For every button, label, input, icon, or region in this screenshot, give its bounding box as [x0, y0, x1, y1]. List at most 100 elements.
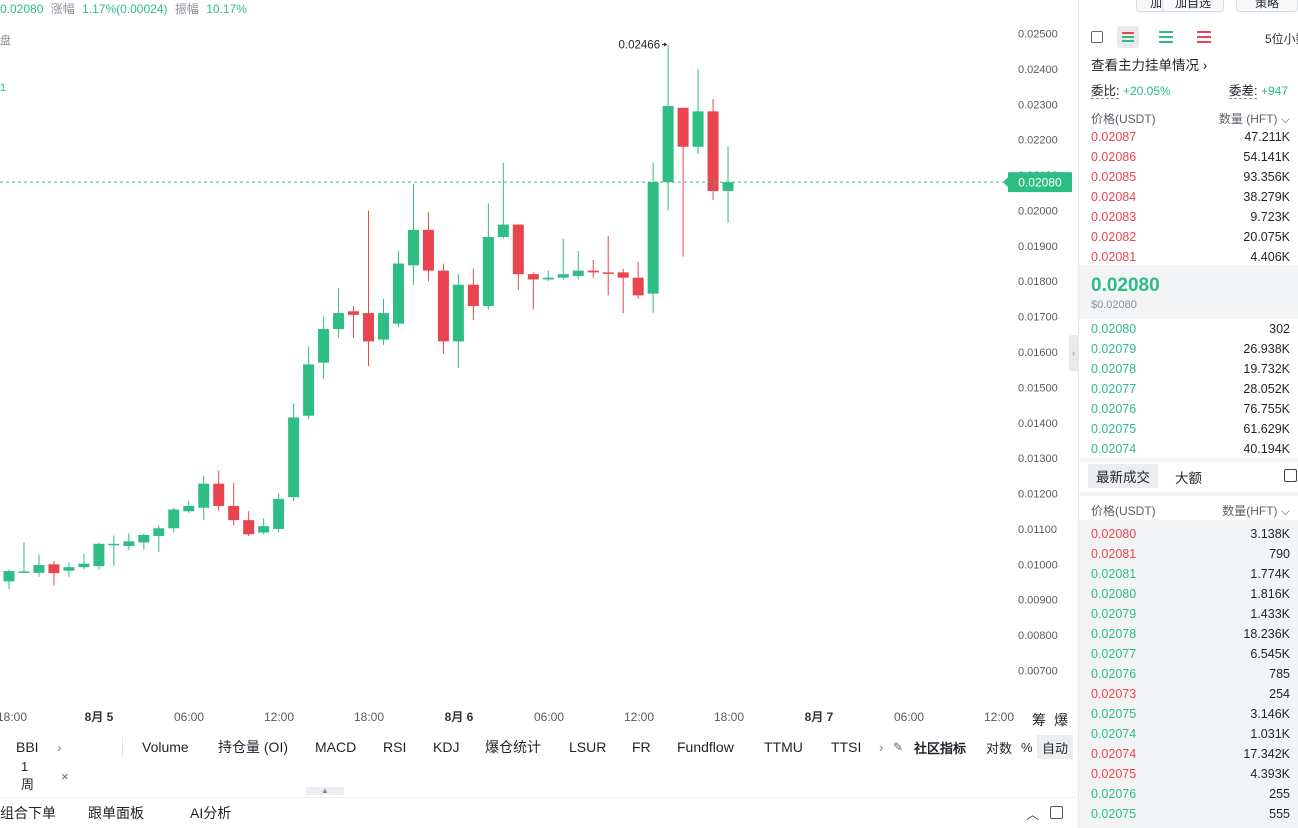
orderbook-view-both-icon[interactable]	[1091, 31, 1103, 43]
amount-column-header[interactable]: 数量 (HFT) ⌵	[1218, 111, 1290, 126]
indicator-macd[interactable]: MACD	[315, 739, 357, 755]
candle-body[interactable]	[288, 417, 300, 498]
orderbook-view-bids-icon[interactable]	[1159, 30, 1173, 44]
bid-row[interactable]: 0.02075 61.629K	[1091, 419, 1290, 439]
candle-body[interactable]	[587, 270, 599, 273]
candle-body[interactable]	[422, 229, 434, 271]
trade-row[interactable]: 0.02075 555	[1091, 804, 1290, 824]
candle-body[interactable]	[707, 111, 719, 191]
community-indicators[interactable]: 社区指标	[914, 740, 967, 756]
candle-body[interactable]	[542, 277, 554, 280]
bid-row[interactable]: 0.02078 19.732K	[1091, 359, 1290, 379]
trade-row[interactable]: 0.02080 1.816K	[1091, 584, 1290, 604]
candle-body[interactable]	[437, 270, 449, 342]
candle-body[interactable]	[452, 284, 464, 342]
candle-body[interactable]	[63, 567, 75, 571]
ask-row[interactable]: 0.02081 4.406K	[1091, 247, 1290, 267]
trade-row[interactable]: 0.02078 18.236K	[1091, 624, 1290, 644]
candle-body[interactable]	[527, 274, 539, 280]
candle-body[interactable]	[108, 543, 120, 546]
candle-body[interactable]	[572, 270, 584, 276]
candlestick-chart[interactable]: 0.025000.024000.023000.022000.021000.020…	[0, 14, 1075, 734]
orderbook-view-asks-icon[interactable]	[1197, 30, 1211, 44]
candle-body[interactable]	[273, 498, 285, 529]
percent-scale-toggle[interactable]: %	[1021, 739, 1033, 755]
candle-body[interactable]	[392, 263, 404, 324]
candle-body[interactable]	[602, 272, 614, 274]
indicator-ttmu[interactable]: TTMU	[764, 739, 803, 755]
ask-row[interactable]: 0.02084 38.279K	[1091, 187, 1290, 207]
candle-body[interactable]	[467, 284, 479, 307]
candle-body[interactable]	[93, 543, 105, 567]
edit-icon[interactable]: ✎	[893, 740, 904, 754]
trade-row[interactable]: 0.02075 3.146K	[1091, 704, 1290, 724]
candle-body[interactable]	[153, 528, 165, 537]
candle-body[interactable]	[512, 224, 524, 275]
trade-row[interactable]: 0.02074 17.342K	[1091, 744, 1290, 764]
indicator-fundflow[interactable]: Fundflow	[677, 739, 734, 755]
candle-body[interactable]	[33, 565, 45, 573]
trade-row[interactable]: 0.02081 790	[1091, 544, 1290, 564]
candle-body[interactable]	[662, 106, 674, 183]
decimals-select[interactable]: 5位小数	[1265, 32, 1298, 46]
bid-row[interactable]: 0.02080 302	[1091, 319, 1290, 339]
ask-row[interactable]: 0.02087 47.211K	[1091, 127, 1290, 147]
ask-row[interactable]: 0.02082 20.075K	[1091, 227, 1290, 247]
candle-body[interactable]	[632, 277, 644, 296]
candle-body[interactable]	[303, 364, 315, 416]
trade-row[interactable]: 0.02079 1.433K	[1091, 604, 1290, 624]
trade-row[interactable]: 0.02077 6.545K	[1091, 644, 1290, 664]
indicator-fr[interactable]: FR	[632, 739, 651, 755]
candle-body[interactable]	[557, 274, 569, 278]
trade-row[interactable]: 0.02081 1.774K	[1091, 564, 1290, 584]
candle-body[interactable]	[333, 313, 345, 330]
chevron-right-icon[interactable]: ›	[57, 739, 62, 755]
bid-row[interactable]: 0.02076 76.755K	[1091, 399, 1290, 419]
indicator-ttsi[interactable]: TTSI	[831, 739, 862, 755]
candle-body[interactable]	[363, 313, 375, 342]
tab-combo-order[interactable]: 组合下单	[0, 805, 56, 821]
candle-body[interactable]	[407, 229, 419, 266]
chip-distribution-toggle[interactable]: 筹	[1032, 712, 1046, 728]
tab-latest-trades[interactable]: 最新成交	[1088, 464, 1158, 488]
depth-link[interactable]: 查看主力挂单情况 ›	[1091, 54, 1207, 74]
candle-body[interactable]	[228, 505, 240, 521]
indicator-kdj[interactable]: KDJ	[433, 739, 460, 755]
indicator-rsi[interactable]: RSI	[383, 739, 407, 755]
trade-row[interactable]: 0.02076 255	[1091, 784, 1290, 804]
orderbook-view-default-icon[interactable]	[1117, 26, 1139, 48]
candle-body[interactable]	[258, 526, 270, 533]
ask-row[interactable]: 0.02083 9.723K	[1091, 207, 1290, 227]
trade-row[interactable]: 0.02073 254	[1091, 684, 1290, 704]
panel-drag-handle[interactable]: ▲	[306, 787, 344, 795]
indicator-bbi[interactable]: BBI	[16, 739, 39, 755]
indicator-volume[interactable]: Volume	[142, 739, 189, 755]
candle-body[interactable]	[183, 505, 195, 512]
candle-body[interactable]	[647, 182, 659, 294]
candle-body[interactable]	[318, 329, 330, 363]
indicator-lsur[interactable]: LSUR	[569, 739, 607, 755]
tab-ai-analysis[interactable]: AI分析	[190, 805, 232, 821]
candle-body[interactable]	[123, 541, 135, 546]
trade-row[interactable]: 0.02076 785	[1091, 664, 1290, 684]
strategy-button[interactable]: 策略	[1236, 0, 1298, 12]
add-watchlist-button[interactable]: 加自选	[1162, 0, 1224, 12]
amount-column-header[interactable]: 数量(HFT) ⌵	[1222, 503, 1290, 518]
candle-body[interactable]	[692, 111, 704, 147]
ask-row[interactable]: 0.02085 93.356K	[1091, 167, 1290, 187]
chart-canvas[interactable]: 0.025000.024000.023000.022000.021000.020…	[0, 14, 1075, 734]
timeframe-tag[interactable]: 1周	[21, 759, 35, 792]
candle-body[interactable]	[617, 272, 629, 278]
candle-body[interactable]	[722, 182, 734, 191]
candle-body[interactable]	[378, 313, 389, 340]
trade-row[interactable]: 0.02075 4.393K	[1091, 764, 1290, 784]
trade-row[interactable]: 0.02080 3.138K	[1091, 524, 1290, 544]
candle-body[interactable]	[168, 509, 180, 529]
large-trades-checkbox[interactable]	[1284, 469, 1297, 482]
candle-body[interactable]	[243, 520, 255, 535]
bid-row[interactable]: 0.02079 26.938K	[1091, 339, 1290, 359]
candle-body[interactable]	[78, 563, 90, 568]
tab-large-trades[interactable]: 大额	[1175, 471, 1202, 486]
candle-body[interactable]	[3, 571, 15, 582]
indicator-liquidation[interactable]: 爆仓统计	[485, 739, 541, 755]
